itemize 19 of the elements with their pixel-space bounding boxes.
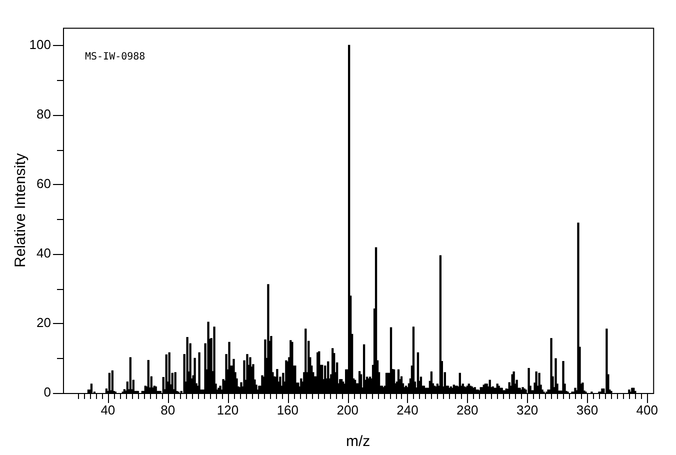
y-tick-label: 100 — [29, 36, 51, 52]
x-tick-label: 360 — [576, 402, 598, 418]
x-tick-label: 280 — [456, 402, 478, 418]
x-tick-label: 400 — [636, 402, 658, 418]
y-tick-label: 80 — [36, 106, 51, 122]
annotation: MS-IW-0988 — [85, 51, 146, 62]
x-tick-label: 40 — [100, 402, 116, 418]
x-tick-label: 80 — [160, 402, 176, 418]
x-tick-label: 160 — [276, 402, 299, 418]
x-tick-label: 240 — [396, 402, 418, 418]
x-tick-label: 320 — [516, 402, 538, 418]
y-tick-label: 40 — [36, 245, 51, 260]
x-axis-title: m/z — [346, 433, 370, 450]
y-tick-label: 20 — [36, 315, 51, 330]
y-axis-title: Relative Intensity — [12, 152, 30, 268]
y-tick-label: 60 — [36, 176, 51, 191]
y-tick-label: 0 — [44, 384, 51, 400]
x-tick-label: 200 — [336, 402, 358, 418]
x-tick-label: 120 — [216, 402, 239, 418]
